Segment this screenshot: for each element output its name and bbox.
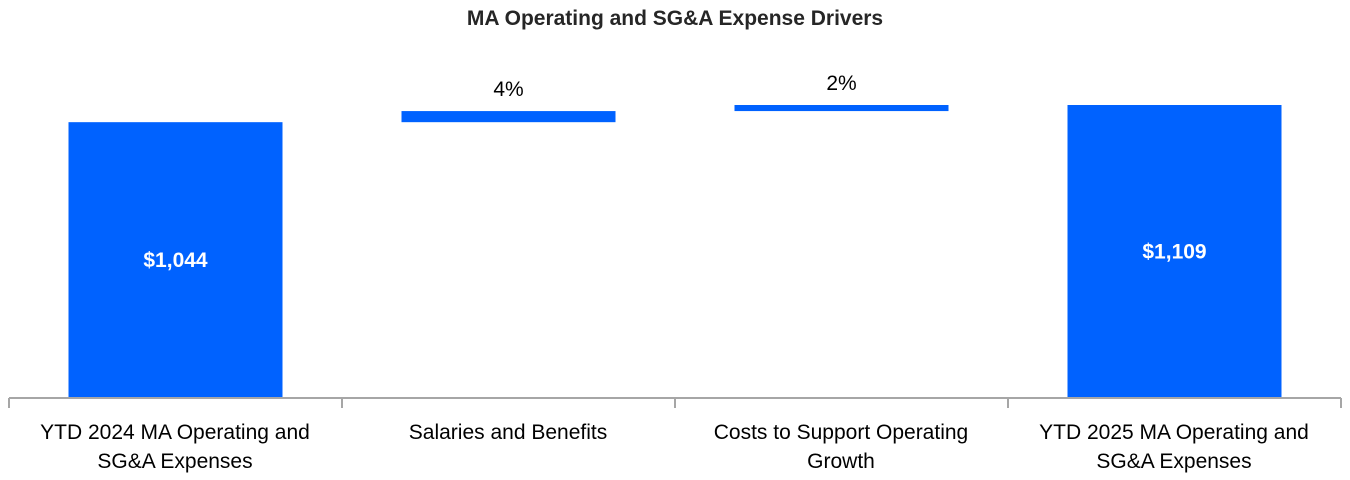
- category-label-ytd-2025: YTD 2025 MA Operating and SG&A Expenses: [1014, 418, 1334, 476]
- delta-bar: [734, 105, 949, 112]
- chart-title: MA Operating and SG&A Expense Drivers: [466, 7, 884, 30]
- category-label-salaries: Salaries and Benefits: [348, 418, 668, 447]
- category-label-line: Costs to Support Operating: [713, 421, 969, 444]
- category-label-line: SG&A Expenses: [97, 450, 253, 473]
- category-label-line: Growth: [807, 450, 875, 473]
- delta-bar-data-label: 4%: [493, 78, 523, 101]
- total-bar-data-label: $1,044: [143, 249, 208, 272]
- delta-bar-data-label: 2%: [826, 72, 856, 95]
- category-label-line: SG&A Expenses: [1096, 450, 1252, 473]
- total-bar-data-label: $1,109: [1142, 241, 1206, 264]
- total-bar: [68, 122, 283, 398]
- total-bar: [1067, 105, 1282, 398]
- delta-bar: [401, 111, 616, 123]
- category-label-line: YTD 2025 MA Operating and: [1039, 421, 1309, 444]
- category-label-line: YTD 2024 MA Operating and: [40, 421, 310, 444]
- category-label-operating-growth: Costs to Support Operating Growth: [681, 418, 1001, 476]
- category-label-line: Salaries and Benefits: [408, 421, 608, 444]
- category-label-ytd-2024: YTD 2024 MA Operating and SG&A Expenses: [15, 418, 335, 476]
